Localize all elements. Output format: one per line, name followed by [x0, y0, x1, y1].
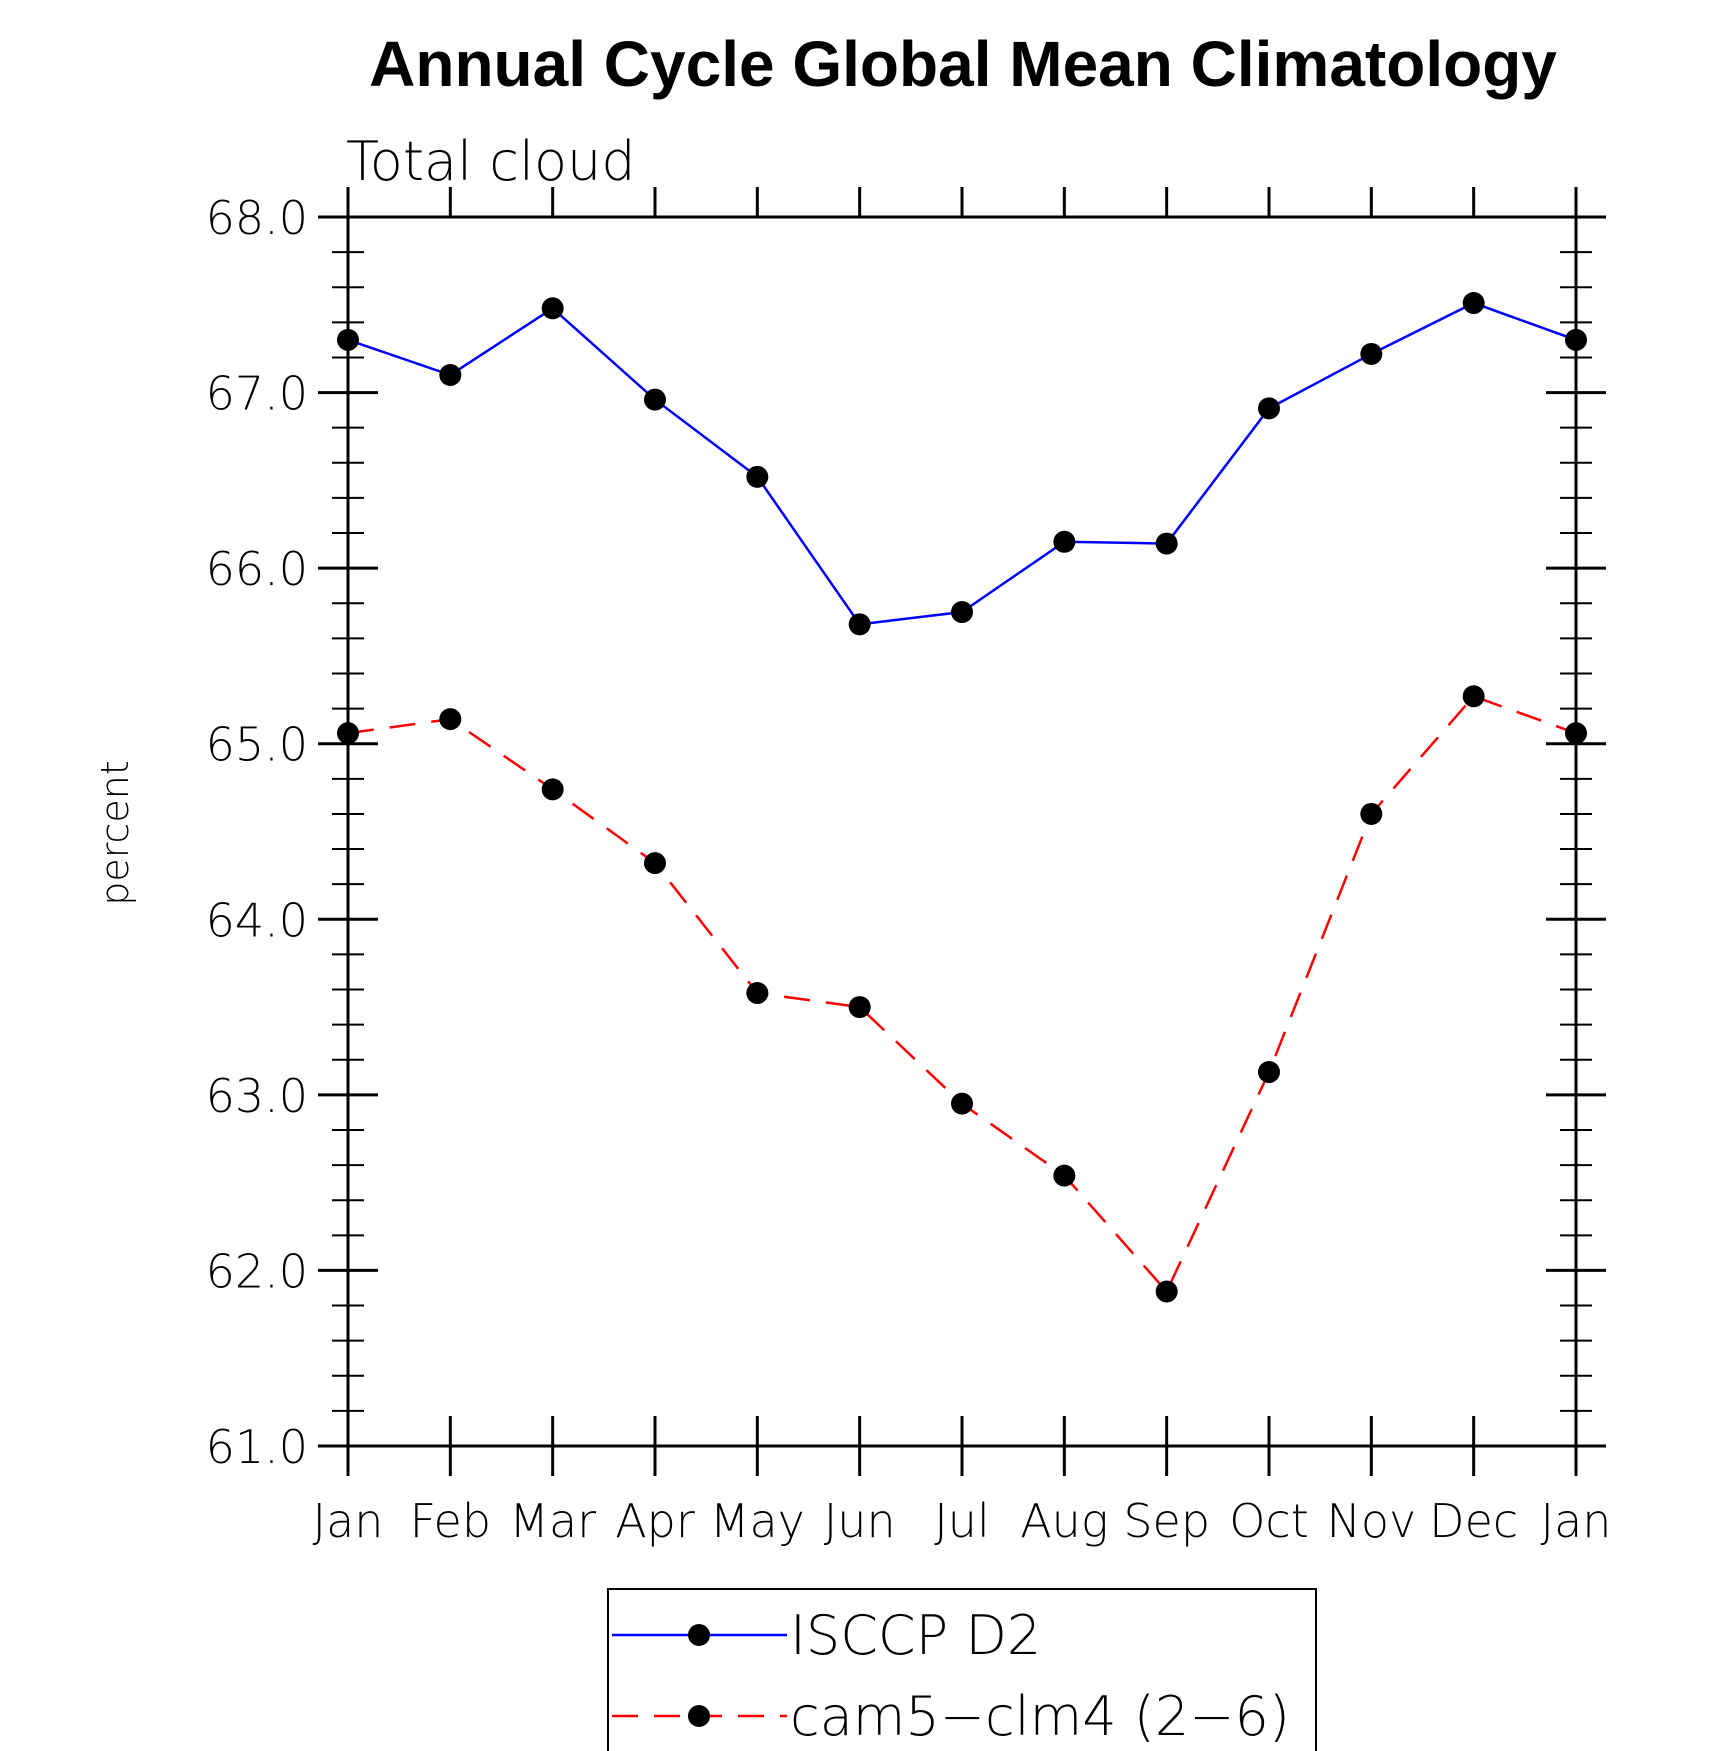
data-point	[541, 297, 564, 320]
data-point	[439, 364, 462, 387]
x-tick-label: May	[710, 1494, 805, 1548]
data-point	[644, 388, 666, 411]
legend-box	[607, 1588, 1317, 1751]
series-layer	[337, 292, 1587, 1303]
x-tick-label: Nov	[1326, 1494, 1416, 1548]
y-tick-label: 63.0	[206, 1069, 308, 1123]
x-tick-label: Aug	[1020, 1494, 1108, 1548]
x-tick-label: Feb	[410, 1494, 491, 1548]
data-point	[1462, 685, 1485, 708]
y-tick-labels: 61.0 62.0 63.0 64.0 65.0 66.0 67.0 68.0	[206, 191, 308, 1474]
legend: ISCCP D2 cam5−clm4 (2−6)	[607, 1588, 1317, 1751]
data-point	[848, 996, 871, 1019]
x-tick-label: Jan	[1541, 1494, 1612, 1548]
y-tick-label: 62.0	[206, 1244, 308, 1298]
x-tick-label: Sep	[1123, 1494, 1210, 1548]
data-point	[1462, 292, 1485, 315]
y-tick-label: 68.0	[206, 191, 308, 245]
plot-frame	[346, 215, 1578, 1448]
data-point	[1565, 328, 1587, 351]
y-axis-label: percent	[93, 760, 137, 906]
legend-label: ISCCP D2	[790, 1604, 1041, 1667]
series-line-0	[347, 301, 1577, 626]
chart-subtitle: Total cloud	[346, 130, 636, 193]
data-point	[337, 722, 359, 745]
data-point	[1155, 1280, 1178, 1303]
series-line-1	[347, 694, 1577, 1294]
x-tick-label: Oct	[1229, 1494, 1309, 1548]
y-tick-label: 61.0	[206, 1420, 308, 1474]
data-point	[746, 982, 769, 1005]
data-point	[1565, 722, 1587, 745]
data-point	[746, 465, 769, 488]
data-point	[1258, 1061, 1280, 1084]
x-tick-label: Jul	[934, 1494, 990, 1548]
data-point	[337, 328, 359, 351]
x-tick-label: Mar	[509, 1494, 596, 1548]
y-tick-label: 64.0	[206, 893, 308, 947]
legend-swatch-marker	[688, 1624, 710, 1646]
data-point	[1258, 397, 1280, 420]
legend-swatch-marker	[688, 1705, 710, 1727]
x-tick-label: Apr	[615, 1494, 695, 1548]
legend-label: cam5−clm4 (2−6)	[790, 1685, 1290, 1748]
x-tick-labels: Jan Feb Mar Apr May Jun Jul Aug Sep Oct Nov Dec Jan	[313, 1494, 1612, 1548]
data-point	[439, 708, 462, 731]
y-tick-label: 65.0	[206, 718, 308, 772]
data-point	[951, 1092, 973, 1115]
data-point	[644, 852, 666, 875]
data-point	[1360, 802, 1383, 825]
y-tick-label: 67.0	[206, 367, 308, 421]
data-point	[1360, 342, 1383, 365]
data-point	[1155, 532, 1178, 555]
data-point	[1053, 1164, 1076, 1187]
x-tick-label: Jan	[313, 1494, 384, 1548]
data-point	[541, 778, 564, 801]
x-tick-label: Jun	[824, 1494, 896, 1548]
chart-title: Annual Cycle Global Mean Climatology	[369, 28, 1557, 100]
data-point	[951, 601, 973, 624]
data-point	[848, 613, 871, 636]
y-tick-label: 66.0	[206, 542, 308, 596]
x-tick-label: Dec	[1429, 1494, 1518, 1548]
data-point	[1053, 530, 1076, 553]
axis-ticks	[318, 187, 1606, 1476]
